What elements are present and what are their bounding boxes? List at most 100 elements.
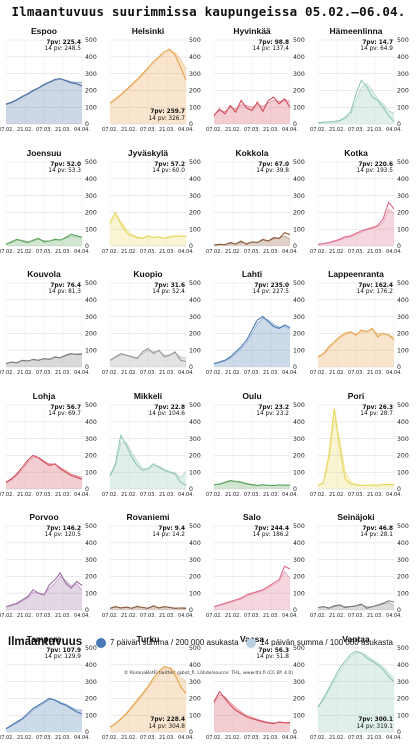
- x-tick-label: 21.03.: [263, 370, 279, 376]
- x-tick-label: 21.03.: [55, 127, 71, 133]
- x-tick-label: 04.04.: [386, 127, 402, 133]
- stat-14pv: 14 pv: 304.8: [149, 724, 186, 730]
- x-tick-label: 21.02.: [225, 613, 241, 619]
- y-tick-label: 200: [293, 209, 305, 216]
- y-tick-label: 100: [293, 347, 305, 354]
- stat-7pv: 7pv: 300.1: [358, 717, 393, 723]
- x-tick-label: 07.03.: [348, 127, 364, 133]
- city-name: Kuopio: [133, 269, 162, 279]
- x-tick-label: 21.03.: [55, 735, 71, 741]
- y-tick-label: 400: [397, 54, 409, 61]
- y-tick-label: 300: [189, 192, 201, 199]
- city-chart-svg: 010020030040050007.02.21.02.07.03.21.03.…: [0, 267, 104, 389]
- city-name: Hyvinkää: [233, 26, 271, 36]
- y-tick-label: 200: [397, 331, 409, 338]
- x-tick-label: 07.02.: [206, 127, 222, 133]
- x-tick-label: 04.04.: [74, 613, 90, 619]
- x-tick-label: 07.02.: [102, 492, 118, 498]
- y-tick-label: 400: [397, 297, 409, 304]
- stat-14pv: 14 pv: 23.2: [256, 411, 289, 417]
- x-tick-label: 07.03.: [36, 370, 52, 376]
- x-tick-label: 07.02.: [0, 127, 14, 133]
- y-tick-label: 200: [189, 695, 201, 702]
- y-tick-label: 100: [85, 226, 97, 233]
- x-tick-label: 21.03.: [55, 613, 71, 619]
- x-tick-label: 07.02.: [0, 370, 14, 376]
- legend-item-14pv: 14 päivän summa / 100 000 asukasta: [260, 638, 393, 647]
- x-tick-label: 21.02.: [329, 735, 345, 741]
- city-chart-svg: 010020030040050007.02.21.02.07.03.21.03.…: [104, 146, 208, 268]
- y-tick-label: 200: [293, 331, 305, 338]
- x-tick-label: 07.02.: [310, 735, 326, 741]
- y-tick-label: 300: [189, 314, 201, 321]
- x-tick-label: 07.02.: [310, 613, 326, 619]
- x-tick-label: 21.03.: [159, 370, 175, 376]
- y-tick-label: 200: [397, 209, 409, 216]
- x-tick-label: 21.02.: [121, 249, 137, 255]
- stat-14pv: 14 pv: 227.5: [253, 289, 290, 295]
- y-tick-label: 300: [397, 678, 409, 685]
- y-tick-label: 200: [293, 452, 305, 459]
- y-tick-label: 100: [189, 590, 201, 597]
- y-tick-label: 400: [85, 419, 97, 426]
- legend-title: Ilmaantuvuus: [8, 636, 82, 648]
- stat-14pv: 14 pv: 39.8: [256, 168, 289, 174]
- y-tick-label: 200: [189, 452, 201, 459]
- city-name: Kouvola: [27, 269, 61, 279]
- y-tick-label: 500: [397, 523, 409, 530]
- city-name: Rovaniemi: [127, 512, 170, 522]
- city-chart: 010020030040050007.02.21.02.07.03.21.03.…: [0, 24, 104, 142]
- x-tick-label: 07.03.: [244, 249, 260, 255]
- y-tick-label: 200: [397, 695, 409, 702]
- y-tick-label: 300: [189, 71, 201, 78]
- x-tick-label: 04.04.: [74, 127, 90, 133]
- y-tick-label: 100: [189, 712, 201, 719]
- y-tick-label: 100: [85, 347, 97, 354]
- legend-swatch-7pv: [96, 638, 106, 648]
- x-tick-label: 21.03.: [367, 127, 383, 133]
- y-tick-label: 200: [189, 331, 201, 338]
- y-tick-label: 300: [85, 557, 97, 564]
- y-tick-label: 500: [293, 402, 305, 409]
- x-tick-label: 21.03.: [263, 127, 279, 133]
- x-tick-label: 07.02.: [102, 127, 118, 133]
- city-name: Seinäjoki: [337, 512, 374, 522]
- stat-14pv: 14 pv: 28.7: [360, 411, 393, 417]
- city-name: Lohja: [33, 391, 56, 401]
- x-tick-label: 21.03.: [55, 370, 71, 376]
- x-tick-label: 07.03.: [36, 735, 52, 741]
- y-tick-label: 500: [189, 402, 201, 409]
- city-chart-svg: 010020030040050007.02.21.02.07.03.21.03.…: [104, 24, 208, 146]
- x-tick-label: 21.03.: [367, 613, 383, 619]
- x-tick-label: 07.03.: [348, 735, 364, 741]
- x-tick-label: 04.04.: [386, 370, 402, 376]
- city-chart-svg: 010020030040050007.02.21.02.07.03.21.03.…: [104, 389, 208, 511]
- y-tick-label: 500: [85, 37, 97, 44]
- stat-14pv: 14 pv: 53.3: [48, 168, 81, 174]
- y-tick-label: 400: [397, 176, 409, 183]
- city-chart: 010020030040050007.02.21.02.07.03.21.03.…: [0, 389, 104, 507]
- y-tick-label: 500: [189, 37, 201, 44]
- stat-14pv: 14 pv: 193.5: [357, 168, 394, 174]
- city-name: Hämeenlinna: [330, 26, 383, 36]
- x-tick-label: 21.02.: [121, 127, 137, 133]
- x-tick-label: 07.03.: [348, 370, 364, 376]
- y-tick-label: 200: [85, 209, 97, 216]
- y-tick-label: 100: [189, 469, 201, 476]
- y-tick-label: 300: [189, 435, 201, 442]
- x-tick-label: 07.03.: [244, 735, 260, 741]
- city-chart-svg: 010020030040050007.02.21.02.07.03.21.03.…: [208, 267, 312, 389]
- x-tick-label: 21.02.: [225, 370, 241, 376]
- city-chart-svg: 010020030040050007.02.21.02.07.03.21.03.…: [0, 389, 104, 511]
- y-tick-label: 300: [397, 314, 409, 321]
- city-name: Kokkola: [235, 148, 268, 158]
- y-tick-label: 100: [397, 712, 409, 719]
- city-chart-svg: 010020030040050007.02.21.02.07.03.21.03.…: [0, 510, 104, 632]
- city-name: Espoo: [31, 26, 57, 36]
- city-chart-svg: 010020030040050007.02.21.02.07.03.21.03.…: [208, 510, 312, 632]
